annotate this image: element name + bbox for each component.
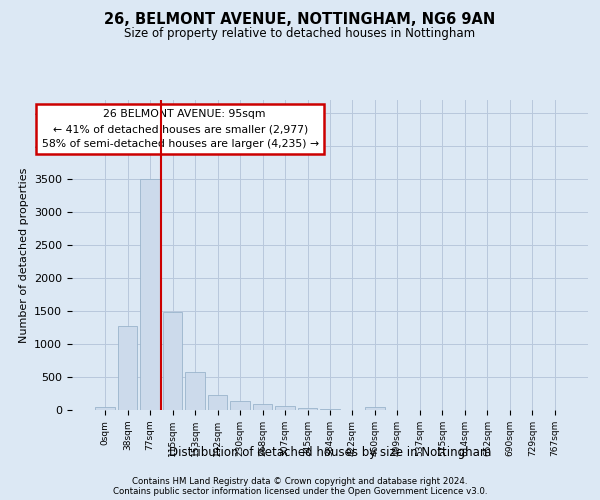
Text: Size of property relative to detached houses in Nottingham: Size of property relative to detached ho…	[124, 28, 476, 40]
Bar	[298, 408, 317, 410]
Bar	[365, 407, 385, 410]
Text: Distribution of detached houses by size in Nottingham: Distribution of detached houses by size …	[169, 446, 491, 459]
Bar	[140, 179, 160, 410]
Bar	[253, 404, 272, 410]
Text: Contains public sector information licensed under the Open Government Licence v3: Contains public sector information licen…	[113, 487, 487, 496]
Bar	[230, 402, 250, 410]
Bar	[185, 372, 205, 410]
Y-axis label: Number of detached properties: Number of detached properties	[19, 168, 29, 342]
Bar	[95, 406, 115, 410]
Bar	[275, 406, 295, 410]
Bar	[163, 312, 182, 410]
Bar	[118, 326, 137, 410]
Text: 26 BELMONT AVENUE: 95sqm
← 41% of detached houses are smaller (2,977)
58% of sem: 26 BELMONT AVENUE: 95sqm ← 41% of detach…	[42, 110, 319, 149]
Text: 26, BELMONT AVENUE, NOTTINGHAM, NG6 9AN: 26, BELMONT AVENUE, NOTTINGHAM, NG6 9AN	[104, 12, 496, 28]
Text: Contains HM Land Registry data © Crown copyright and database right 2024.: Contains HM Land Registry data © Crown c…	[132, 477, 468, 486]
Bar	[208, 395, 227, 410]
